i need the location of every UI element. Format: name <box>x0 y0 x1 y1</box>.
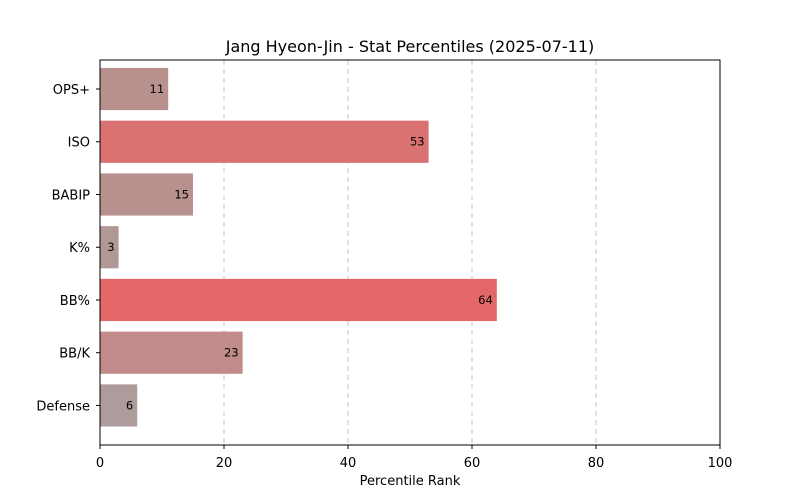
bar-k <box>100 226 119 269</box>
x-tick-label-80: 80 <box>588 456 605 471</box>
value-label-bb-k: 23 <box>224 346 239 360</box>
x-tick-label-60: 60 <box>464 456 481 471</box>
y-tick-label-defense: Defense <box>36 399 90 414</box>
y-tick-label-bb-k: BB/K <box>59 347 90 362</box>
plot-frame <box>99 59 721 446</box>
value-label-ops: 11 <box>150 82 165 96</box>
y-tick-label-bb: BB% <box>60 294 90 309</box>
value-label-defense: 6 <box>126 398 133 412</box>
value-labels: 11 53 15 3 64 23 6 <box>107 82 493 412</box>
x-tick-label-40: 40 <box>340 456 357 471</box>
chart-title: Jang Hyeon-Jin - Stat Percentiles (2025-… <box>225 37 595 56</box>
value-label-bb: 64 <box>478 293 493 307</box>
x-tick-label-100: 100 <box>708 456 733 471</box>
y-tick-label-iso: ISO <box>68 136 90 151</box>
x-tick-label-0: 0 <box>96 456 104 471</box>
x-tick-label-20: 20 <box>216 456 233 471</box>
bar-iso <box>100 120 429 163</box>
y-tick-label-babip: BABIP <box>52 188 91 203</box>
bars <box>100 67 497 427</box>
y-tick-label-k: K% <box>69 241 90 256</box>
x-axis: 0 20 40 60 80 100 <box>96 445 733 471</box>
bar-babip <box>100 173 193 216</box>
value-label-iso: 53 <box>410 135 425 149</box>
bar-ops <box>100 67 169 111</box>
y-axis: OPS+ ISO BABIP K% BB% BB/K Defense <box>36 83 100 414</box>
bar-defense <box>100 384 138 427</box>
bar-bb-k <box>100 331 243 374</box>
value-label-babip: 15 <box>174 187 189 201</box>
bar-bb <box>100 278 497 322</box>
value-label-k: 3 <box>107 240 114 254</box>
x-axis-label: Percentile Rank <box>360 474 461 489</box>
y-tick-label-ops: OPS+ <box>53 83 90 98</box>
